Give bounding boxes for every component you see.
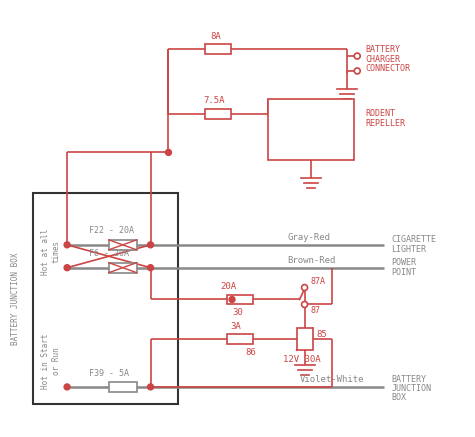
Circle shape — [64, 384, 70, 390]
Circle shape — [302, 302, 307, 308]
Text: CHARGER: CHARGER — [365, 55, 400, 63]
Text: 86: 86 — [245, 348, 256, 357]
Text: F22 - 20A: F22 - 20A — [89, 226, 134, 236]
Text: F6 - 20A: F6 - 20A — [89, 249, 129, 258]
Text: 8A: 8A — [210, 31, 221, 41]
Bar — [227, 334, 253, 344]
Text: 7.5A: 7.5A — [203, 96, 225, 105]
Text: Violet-White: Violet-White — [300, 375, 364, 385]
Text: Gray-Red: Gray-Red — [288, 233, 331, 243]
Bar — [33, 193, 179, 404]
Circle shape — [148, 242, 153, 248]
Bar — [227, 295, 253, 305]
Text: 87A: 87A — [311, 277, 325, 286]
Text: 3A: 3A — [230, 322, 241, 331]
Text: 85: 85 — [316, 330, 327, 339]
Bar — [205, 44, 231, 54]
Text: BATTERY JUNCTION BOX: BATTERY JUNCTION BOX — [11, 252, 20, 345]
Bar — [296, 328, 313, 350]
Circle shape — [354, 53, 360, 59]
Circle shape — [64, 265, 70, 271]
Text: 87: 87 — [311, 306, 321, 315]
Text: CIGARETTE: CIGARETTE — [391, 236, 436, 244]
Bar — [109, 263, 137, 273]
Circle shape — [148, 384, 153, 390]
Bar — [205, 109, 231, 118]
Text: RODENT
REPELLER: RODENT REPELLER — [365, 109, 405, 128]
Bar — [109, 240, 137, 250]
Circle shape — [64, 242, 70, 248]
Text: JUNCTION: JUNCTION — [391, 385, 431, 393]
Bar — [109, 382, 137, 392]
Text: BATTERY: BATTERY — [391, 375, 426, 385]
Text: Hot in Start
or Run: Hot in Start or Run — [41, 333, 61, 389]
Text: Brown-Red: Brown-Red — [288, 256, 336, 265]
Text: Hot at all
times: Hot at all times — [41, 229, 61, 275]
Text: BOX: BOX — [391, 393, 406, 402]
Text: F39 - 5A: F39 - 5A — [89, 368, 129, 378]
Text: CONNECTOR: CONNECTOR — [365, 64, 410, 73]
Text: LIGHTER: LIGHTER — [391, 245, 426, 254]
Text: POINT: POINT — [391, 268, 416, 277]
Circle shape — [165, 149, 171, 156]
Text: 12V 30A: 12V 30A — [283, 354, 320, 364]
Text: 30: 30 — [232, 308, 243, 317]
Circle shape — [229, 296, 235, 302]
Text: 20A: 20A — [220, 282, 236, 291]
Circle shape — [302, 284, 307, 291]
Text: POWER: POWER — [391, 258, 416, 267]
Bar — [268, 99, 354, 160]
Circle shape — [354, 68, 360, 74]
Text: BATTERY: BATTERY — [365, 45, 400, 54]
Circle shape — [148, 265, 153, 271]
